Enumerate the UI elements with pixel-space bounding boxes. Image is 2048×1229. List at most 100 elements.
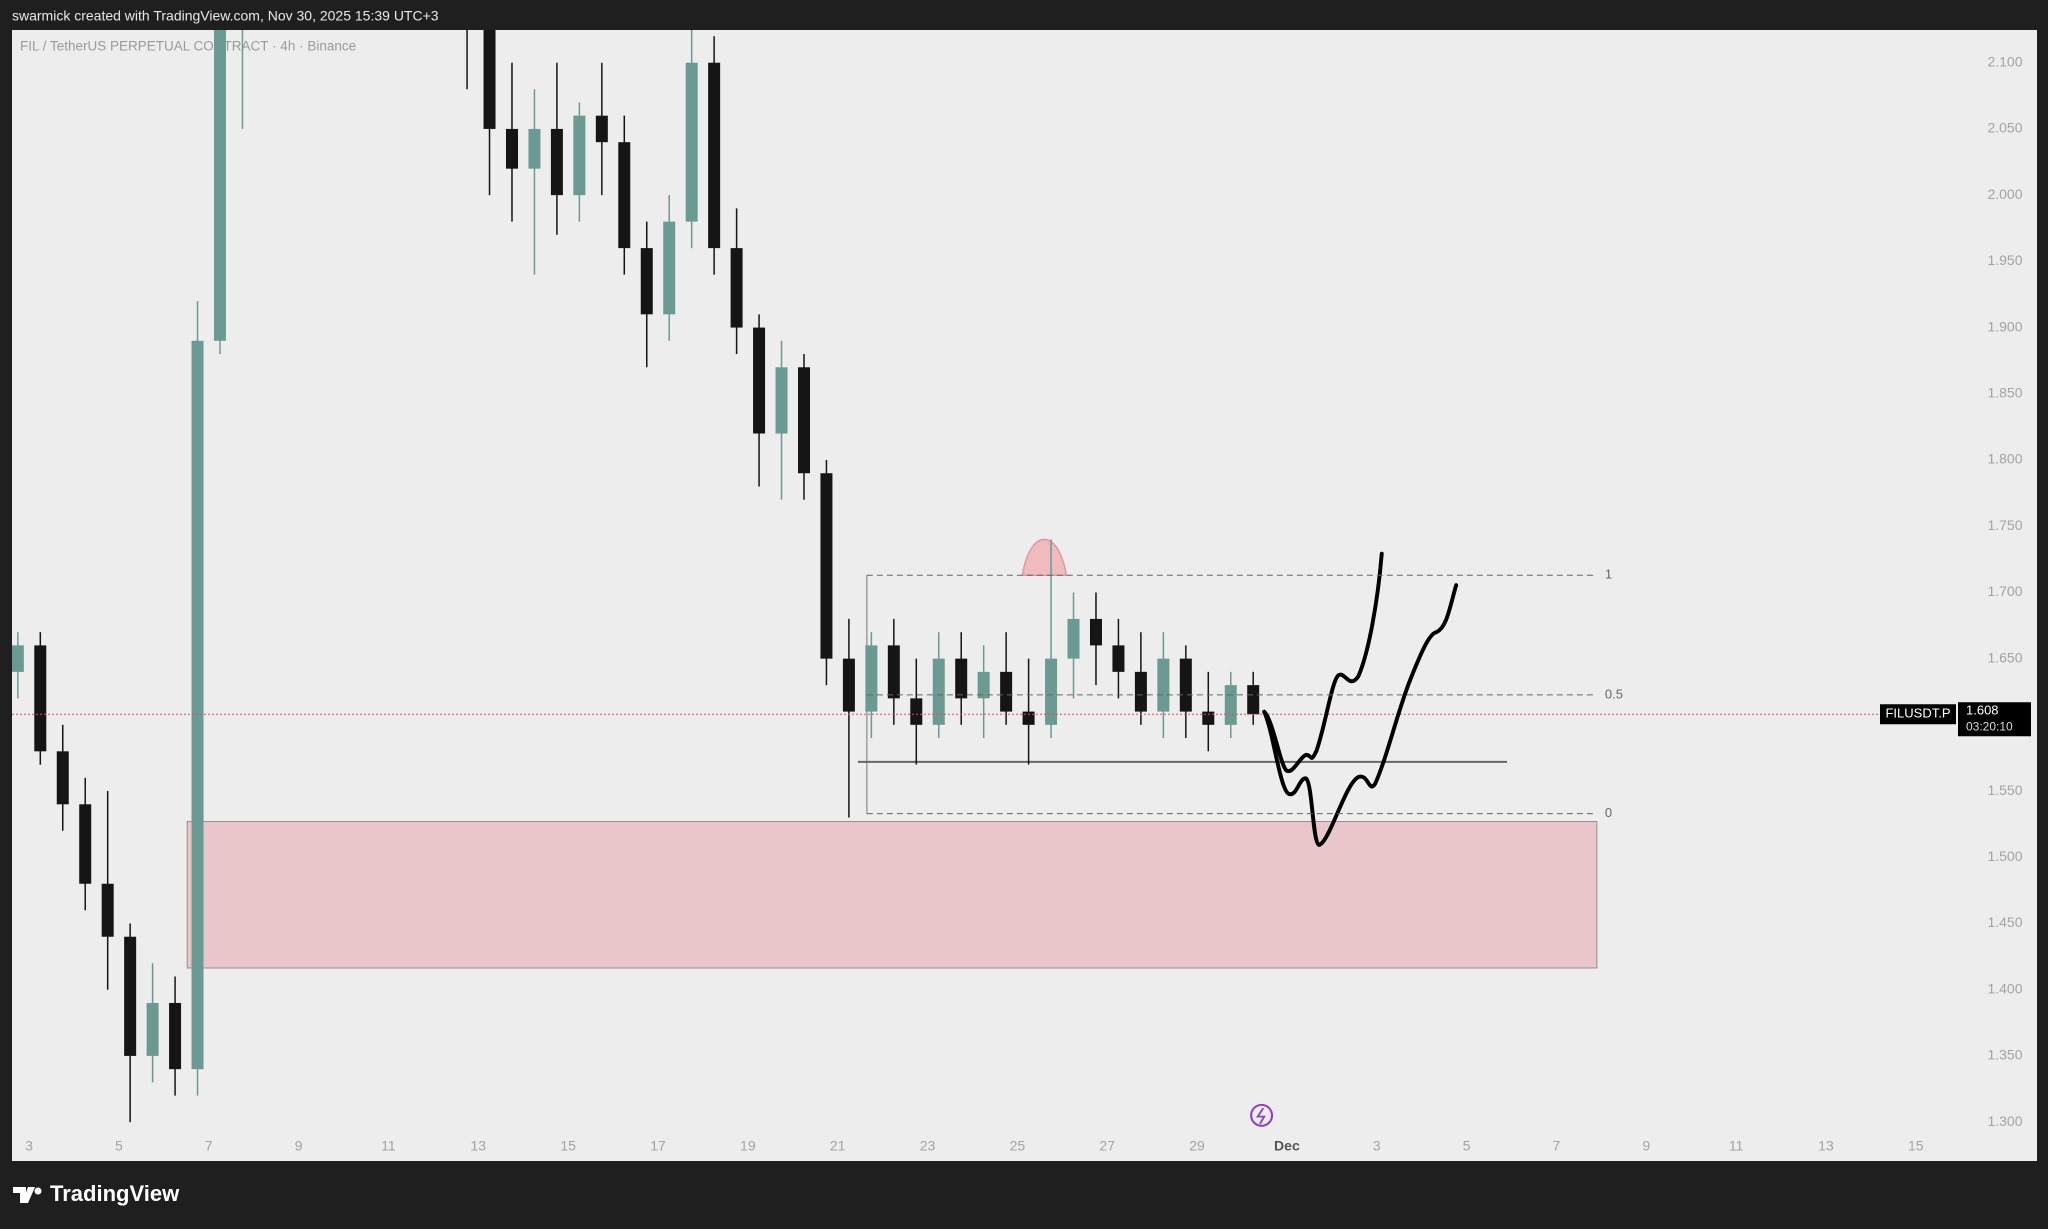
- x-tick-label: Dec: [1274, 1138, 1300, 1154]
- candle-body: [146, 1002, 159, 1056]
- candle-body: [1000, 671, 1013, 712]
- candle-body: [775, 367, 788, 434]
- y-tick-label: 1.300: [1987, 1113, 2022, 1129]
- brand-name: TradingView: [50, 1181, 180, 1206]
- brand-logo-dot: [34, 1187, 42, 1195]
- x-tick-label: 15: [1908, 1138, 1924, 1154]
- candle-body: [1045, 658, 1058, 725]
- candle-body: [977, 671, 990, 699]
- y-tick-label: 1.450: [1987, 914, 2022, 930]
- candle-body: [34, 645, 47, 752]
- brand-logo: [13, 1187, 43, 1203]
- x-tick-label: 25: [1010, 1138, 1026, 1154]
- attribution: swarmick created with TradingView.com, N…: [12, 8, 439, 24]
- candle-body: [955, 658, 968, 699]
- candle-body: [730, 248, 743, 328]
- projection-paths: [1250, 551, 1459, 1127]
- candle-body: [169, 1002, 182, 1070]
- y-tick-label: 1.500: [1987, 848, 2022, 864]
- x-tick-label: 3: [1373, 1138, 1381, 1154]
- y-tick-label: 1.800: [1987, 451, 2022, 467]
- fib-level-label: 0.5: [1605, 686, 1623, 701]
- candle-body: [1224, 685, 1237, 725]
- brand: TradingView: [13, 1181, 180, 1206]
- x-tick-label: 7: [205, 1138, 213, 1154]
- candle-body: [1134, 671, 1147, 712]
- candle-body: [1112, 645, 1125, 672]
- candle-body: [685, 62, 698, 222]
- y-tick-label: 1.850: [1987, 384, 2022, 400]
- price-tag: [1958, 702, 2031, 737]
- fib-level-label: 0: [1605, 805, 1612, 820]
- y-tick-label: 2.050: [1987, 120, 2022, 136]
- symbol-tag-text: FILUSDT.P: [1885, 706, 1950, 721]
- x-tick-label: 11: [1729, 1138, 1744, 1154]
- candle-body: [820, 473, 833, 659]
- demand-zone: [186, 821, 1598, 969]
- x-tick-label: 29: [1189, 1138, 1205, 1154]
- candle-body: [932, 658, 945, 725]
- event-icon-bolt: [1255, 1107, 1266, 1125]
- x-tick-label: 13: [471, 1138, 487, 1154]
- fib-level-label: 1: [1605, 567, 1612, 582]
- candle-body: [1202, 711, 1215, 725]
- plot: [12, 30, 1954, 1123]
- candle-body: [1067, 618, 1080, 659]
- x-tick-label: 19: [740, 1138, 756, 1154]
- candle-body: [910, 698, 923, 725]
- candle-body: [708, 62, 721, 249]
- candle-body: [842, 658, 855, 712]
- price-tag-countdown: 03:20:10: [1966, 719, 2013, 733]
- candle-body: [618, 142, 631, 249]
- y-tick-label: 1.550: [1987, 782, 2022, 798]
- candle-body: [887, 645, 900, 699]
- y-tick-label: 1.650: [1987, 649, 2022, 665]
- candle-body: [124, 936, 137, 1056]
- y-tick-label: 2.000: [1987, 186, 2022, 202]
- symbol-tag: [1880, 704, 1956, 725]
- x-tick-label: 17: [650, 1138, 666, 1154]
- candle-body: [1157, 658, 1170, 712]
- symbol-legend: FIL / TetherUS PERPETUAL CONTRACT · 4h ·…: [20, 39, 356, 54]
- projection-path: [1262, 583, 1459, 848]
- event-icon[interactable]: [1250, 1103, 1274, 1127]
- candle-body: [213, 30, 226, 341]
- candle-body: [101, 883, 114, 937]
- x-tick-label: 9: [295, 1138, 303, 1154]
- candle-body: [1022, 711, 1035, 725]
- x-tick-label: 11: [381, 1138, 396, 1154]
- candle-body: [1247, 685, 1260, 715]
- y-tick-label: 1.900: [1987, 318, 2022, 334]
- x-tick-label: 9: [1642, 1138, 1650, 1154]
- y-tick-label: 1.750: [1987, 517, 2022, 533]
- y-tick-label: 1.350: [1987, 1047, 2022, 1063]
- price-tag-value: 1.608: [1966, 703, 1999, 718]
- candle-body: [753, 327, 766, 434]
- candle-body: [550, 128, 563, 196]
- y-tick-label: 1.950: [1987, 252, 2022, 268]
- candle-body: [528, 128, 541, 169]
- candle-body: [595, 115, 608, 143]
- x-tick-label: 5: [115, 1138, 123, 1154]
- candle-body: [573, 115, 586, 196]
- candle-body: [797, 367, 810, 474]
- x-tick-label: 7: [1553, 1138, 1561, 1154]
- candle-body: [865, 645, 878, 712]
- candle-body: [12, 645, 24, 672]
- candle-body: [663, 221, 676, 315]
- candle-body: [191, 340, 204, 1070]
- projection-path: [1262, 551, 1384, 774]
- x-tick-label: 21: [830, 1138, 846, 1154]
- x-tick-label: 5: [1463, 1138, 1471, 1154]
- x-tick-label: 27: [1099, 1138, 1115, 1154]
- y-tick-label: 2.100: [1987, 53, 2022, 69]
- candle-body: [79, 804, 92, 884]
- x-tick-label: 13: [1818, 1138, 1834, 1154]
- candle-body: [640, 248, 653, 315]
- y-tick-label: 1.700: [1987, 583, 2022, 599]
- y-tick-label: 1.400: [1987, 980, 2022, 996]
- chart-panel: [12, 30, 2037, 1161]
- rejection-marker: [1021, 538, 1068, 576]
